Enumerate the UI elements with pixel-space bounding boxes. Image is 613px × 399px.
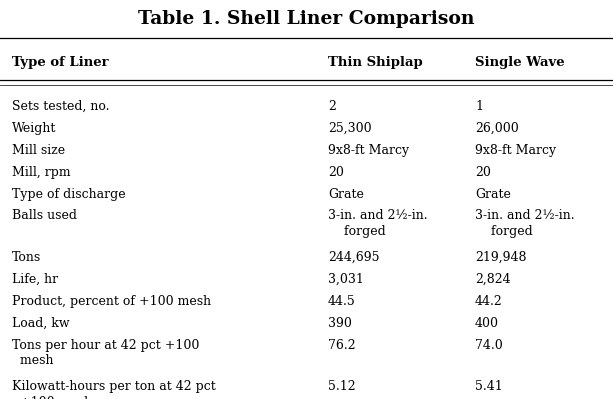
Text: Load, kw: Load, kw: [12, 317, 70, 330]
Text: 5.41: 5.41: [475, 380, 503, 393]
Text: 244,695: 244,695: [328, 251, 379, 264]
Text: Mill size: Mill size: [12, 144, 66, 157]
Text: 2: 2: [328, 100, 336, 113]
Text: 9x8-ft Marcy: 9x8-ft Marcy: [475, 144, 556, 157]
Text: Mill, rpm: Mill, rpm: [12, 166, 71, 179]
Text: 2,824: 2,824: [475, 273, 511, 286]
Text: 9x8-ft Marcy: 9x8-ft Marcy: [328, 144, 409, 157]
Text: 20: 20: [475, 166, 491, 179]
Text: 3-in. and 2½-in.
    forged: 3-in. and 2½-in. forged: [475, 209, 575, 238]
Text: Grate: Grate: [475, 188, 511, 201]
Text: Weight: Weight: [12, 122, 56, 135]
Text: 1: 1: [475, 100, 483, 113]
Text: Kilowatt-hours per ton at 42 pct
  +100 mesh: Kilowatt-hours per ton at 42 pct +100 me…: [12, 380, 216, 399]
Text: 5.12: 5.12: [328, 380, 356, 393]
Text: 390: 390: [328, 317, 352, 330]
Text: 44.5: 44.5: [328, 295, 356, 308]
Text: Table 1. Shell Liner Comparison: Table 1. Shell Liner Comparison: [139, 10, 474, 28]
Text: 3-in. and 2½-in.
    forged: 3-in. and 2½-in. forged: [328, 209, 428, 238]
Text: Product, percent of +100 mesh: Product, percent of +100 mesh: [12, 295, 211, 308]
Text: 76.2: 76.2: [328, 339, 356, 352]
Text: Type of discharge: Type of discharge: [12, 188, 126, 201]
Text: 44.2: 44.2: [475, 295, 503, 308]
Text: Thin Shiplap: Thin Shiplap: [328, 56, 423, 69]
Text: Tons: Tons: [12, 251, 42, 264]
Text: 219,948: 219,948: [475, 251, 527, 264]
Text: Grate: Grate: [328, 188, 364, 201]
Text: Balls used: Balls used: [12, 209, 77, 223]
Text: 400: 400: [475, 317, 499, 330]
Text: 20: 20: [328, 166, 344, 179]
Text: 26,000: 26,000: [475, 122, 519, 135]
Text: Sets tested, no.: Sets tested, no.: [12, 100, 110, 113]
Text: 25,300: 25,300: [328, 122, 371, 135]
Text: 74.0: 74.0: [475, 339, 503, 352]
Text: Life, hr: Life, hr: [12, 273, 58, 286]
Text: 3,031: 3,031: [328, 273, 364, 286]
Text: Tons per hour at 42 pct +100
  mesh: Tons per hour at 42 pct +100 mesh: [12, 339, 200, 367]
Text: Single Wave: Single Wave: [475, 56, 565, 69]
Text: Type of Liner: Type of Liner: [12, 56, 109, 69]
